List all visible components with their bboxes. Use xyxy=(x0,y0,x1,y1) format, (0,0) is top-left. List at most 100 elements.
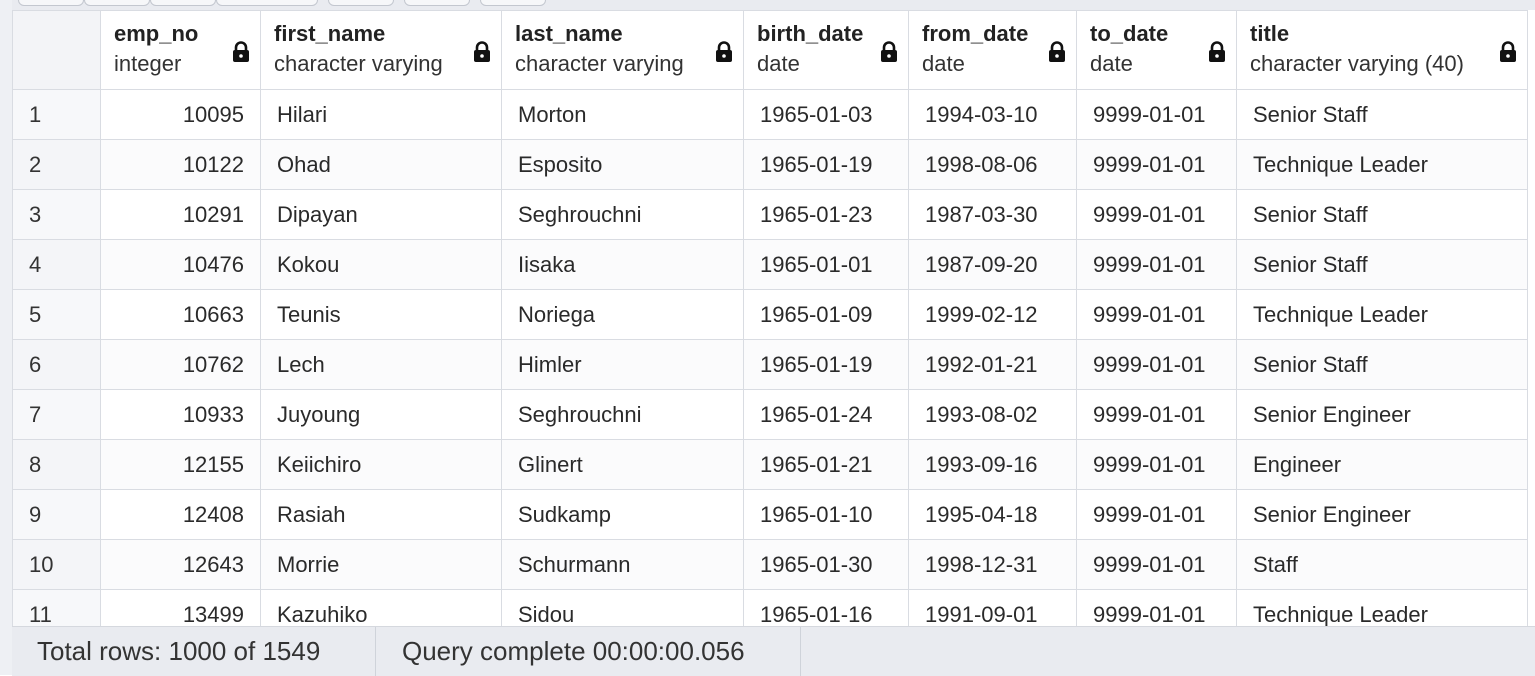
cell-last-name[interactable]: Iisaka xyxy=(501,239,744,290)
cell-title[interactable]: Senior Staff xyxy=(1236,189,1528,240)
column-header-emp-no[interactable]: emp_no integer xyxy=(100,10,261,90)
cell-last-name[interactable]: Schurmann xyxy=(501,539,744,590)
row-number[interactable]: 4 xyxy=(12,239,101,290)
cell-emp-no[interactable]: 10476 xyxy=(100,239,261,290)
cell-last-name[interactable]: Esposito xyxy=(501,139,744,190)
cell-birth-date[interactable]: 1965-01-09 xyxy=(743,289,909,340)
cell-to-date[interactable]: 9999-01-01 xyxy=(1076,439,1237,490)
cell-first-name[interactable]: Kazuhiko xyxy=(260,589,502,626)
cell-emp-no[interactable]: 12643 xyxy=(100,539,261,590)
toolbar-button[interactable] xyxy=(404,0,470,6)
cell-birth-date[interactable]: 1965-01-01 xyxy=(743,239,909,290)
cell-title[interactable]: Senior Staff xyxy=(1236,89,1528,140)
column-header-first-name[interactable]: first_name character varying xyxy=(260,10,502,90)
cell-last-name[interactable]: Glinert xyxy=(501,439,744,490)
table-row[interactable]: 8 12155 Keiichiro Glinert 1965-01-21 1993-09-… xyxy=(12,439,1528,490)
cell-from-date[interactable]: 1991-09-01 xyxy=(908,589,1077,626)
cell-to-date[interactable]: 9999-01-01 xyxy=(1076,589,1237,626)
cell-title[interactable]: Technique Leader xyxy=(1236,139,1528,190)
cell-to-date[interactable]: 9999-01-01 xyxy=(1076,139,1237,190)
cell-title[interactable]: Senior Engineer xyxy=(1236,489,1528,540)
cell-from-date[interactable]: 1994-03-10 xyxy=(908,89,1077,140)
cell-first-name[interactable]: Ohad xyxy=(260,139,502,190)
cell-last-name[interactable]: Sudkamp xyxy=(501,489,744,540)
cell-to-date[interactable]: 9999-01-01 xyxy=(1076,89,1237,140)
cell-from-date[interactable]: 1993-09-16 xyxy=(908,439,1077,490)
cell-first-name[interactable]: Kokou xyxy=(260,239,502,290)
column-header-birth-date[interactable]: birth_date date xyxy=(743,10,909,90)
cell-birth-date[interactable]: 1965-01-03 xyxy=(743,89,909,140)
row-number[interactable]: 2 xyxy=(12,139,101,190)
cell-emp-no[interactable]: 10762 xyxy=(100,339,261,390)
cell-birth-date[interactable]: 1965-01-16 xyxy=(743,589,909,626)
cell-first-name[interactable]: Keiichiro xyxy=(260,439,502,490)
cell-to-date[interactable]: 9999-01-01 xyxy=(1076,539,1237,590)
toolbar-button[interactable] xyxy=(18,0,84,6)
cell-title[interactable]: Technique Leader xyxy=(1236,589,1528,626)
cell-emp-no[interactable]: 12155 xyxy=(100,439,261,490)
cell-first-name[interactable]: Morrie xyxy=(260,539,502,590)
cell-last-name[interactable]: Sidou xyxy=(501,589,744,626)
cell-to-date[interactable]: 9999-01-01 xyxy=(1076,389,1237,440)
cell-to-date[interactable]: 9999-01-01 xyxy=(1076,239,1237,290)
cell-to-date[interactable]: 9999-01-01 xyxy=(1076,289,1237,340)
cell-emp-no[interactable]: 10122 xyxy=(100,139,261,190)
cell-birth-date[interactable]: 1965-01-10 xyxy=(743,489,909,540)
row-number[interactable]: 3 xyxy=(12,189,101,240)
cell-from-date[interactable]: 1992-01-21 xyxy=(908,339,1077,390)
cell-emp-no[interactable]: 10291 xyxy=(100,189,261,240)
cell-emp-no[interactable]: 12408 xyxy=(100,489,261,540)
cell-first-name[interactable]: Dipayan xyxy=(260,189,502,240)
table-row[interactable]: 2 10122 Ohad Esposito 1965-01-19 1998-08-06 99… xyxy=(12,139,1528,190)
cell-last-name[interactable]: Morton xyxy=(501,89,744,140)
cell-last-name[interactable]: Seghrouchni xyxy=(501,389,744,440)
cell-title[interactable]: Senior Engineer xyxy=(1236,389,1528,440)
cell-emp-no[interactable]: 10663 xyxy=(100,289,261,340)
cell-from-date[interactable]: 1987-03-30 xyxy=(908,189,1077,240)
cell-to-date[interactable]: 9999-01-01 xyxy=(1076,489,1237,540)
table-row[interactable]: 5 10663 Teunis Noriega 1965-01-09 1999-02-12 9… xyxy=(12,289,1528,340)
column-header-title[interactable]: title character varying (40) xyxy=(1236,10,1528,90)
cell-from-date[interactable]: 1993-08-02 xyxy=(908,389,1077,440)
cell-emp-no[interactable]: 10933 xyxy=(100,389,261,440)
column-header-last-name[interactable]: last_name character varying xyxy=(501,10,744,90)
cell-first-name[interactable]: Juyoung xyxy=(260,389,502,440)
table-row[interactable]: 4 10476 Kokou Iisaka 1965-01-01 1987-09-20 999… xyxy=(12,239,1528,290)
cell-first-name[interactable]: Teunis xyxy=(260,289,502,340)
row-number[interactable]: 7 xyxy=(12,389,101,440)
cell-birth-date[interactable]: 1965-01-21 xyxy=(743,439,909,490)
table-row[interactable]: 9 12408 Rasiah Sudkamp 1965-01-10 1995-04-18 9… xyxy=(12,489,1528,540)
cell-title[interactable]: Staff xyxy=(1236,539,1528,590)
cell-emp-no[interactable]: 13499 xyxy=(100,589,261,626)
data-grid[interactable]: emp_no integer first_name character varying… xyxy=(12,10,1535,626)
toolbar-button[interactable] xyxy=(150,0,216,6)
cell-first-name[interactable]: Hilari xyxy=(260,89,502,140)
cell-emp-no[interactable]: 10095 xyxy=(100,89,261,140)
row-number[interactable]: 11 xyxy=(12,589,101,626)
row-number-header[interactable] xyxy=(12,10,101,90)
cell-last-name[interactable]: Noriega xyxy=(501,289,744,340)
cell-last-name[interactable]: Himler xyxy=(501,339,744,390)
table-row[interactable]: 1 10095 Hilari Morton 1965-01-03 1994-03-10 99… xyxy=(12,89,1528,140)
table-row[interactable]: 3 10291 Dipayan Seghrouchni 1965-01-23 1987-0… xyxy=(12,189,1528,240)
cell-title[interactable]: Senior Staff xyxy=(1236,239,1528,290)
cell-title[interactable]: Technique Leader xyxy=(1236,289,1528,340)
cell-birth-date[interactable]: 1965-01-30 xyxy=(743,539,909,590)
table-row[interactable]: 7 10933 Juyoung Seghrouchni 1965-01-24 1993-0… xyxy=(12,389,1528,440)
table-row[interactable]: 11 13499 Kazuhiko Sidou 1965-01-16 1991-09-01… xyxy=(12,589,1528,626)
cell-to-date[interactable]: 9999-01-01 xyxy=(1076,339,1237,390)
row-number[interactable]: 9 xyxy=(12,489,101,540)
cell-birth-date[interactable]: 1965-01-19 xyxy=(743,139,909,190)
table-row[interactable]: 10 12643 Morrie Schurmann 1965-01-30 1998-12-… xyxy=(12,539,1528,590)
cell-birth-date[interactable]: 1965-01-19 xyxy=(743,339,909,390)
row-number[interactable]: 8 xyxy=(12,439,101,490)
column-header-from-date[interactable]: from_date date xyxy=(908,10,1077,90)
toolbar-button[interactable] xyxy=(84,0,150,6)
cell-from-date[interactable]: 1998-12-31 xyxy=(908,539,1077,590)
row-number[interactable]: 1 xyxy=(12,89,101,140)
row-number[interactable]: 5 xyxy=(12,289,101,340)
cell-title[interactable]: Senior Staff xyxy=(1236,339,1528,390)
cell-birth-date[interactable]: 1965-01-24 xyxy=(743,389,909,440)
row-number[interactable]: 6 xyxy=(12,339,101,390)
toolbar-button[interactable] xyxy=(480,0,546,6)
